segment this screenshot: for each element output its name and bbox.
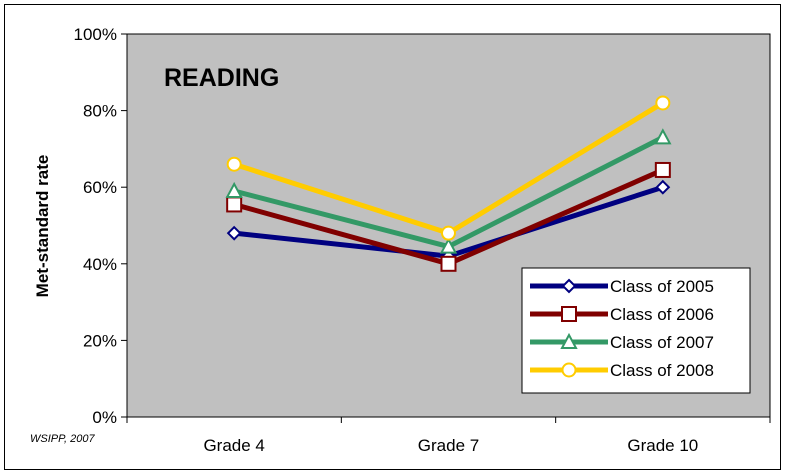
chart-title: READING [164,64,279,92]
legend-label: Class of 2007 [610,333,714,352]
y-axis-label: Met-standard rate [33,155,52,298]
data-point [226,196,243,213]
legend-item: Class of 2006 [530,305,714,324]
y-tick-label: 0% [92,408,117,427]
x-tick-label: Grade 10 [627,436,698,455]
legend-label: Class of 2005 [610,277,714,296]
data-point [226,225,242,241]
credit-note: WSIPP, 2007 [30,433,95,445]
data-point [226,156,242,172]
y-axis: 0% 20% 40% 60% 80% 100% [74,25,127,427]
legend-item: Class of 2005 [530,277,714,296]
data-point [654,128,672,145]
x-tick-label: Grade 4 [203,436,264,455]
data-point [655,95,671,111]
series-3 [225,128,672,254]
legend-label: Class of 2008 [610,361,714,380]
data-point [440,255,457,272]
legend-item: Class of 2007 [530,332,714,352]
legend-marker [560,332,578,349]
legend-marker [561,362,577,378]
data-point [441,225,456,241]
y-tick-label: 20% [83,331,117,350]
legend-marker [561,306,577,322]
series-4 [226,95,671,241]
legend: Class of 2005 Class of 2006 Class of 2007 C… [521,267,751,394]
data-point [654,161,671,178]
x-tick-label: Grade 7 [418,436,479,455]
legend-item: Class of 2008 [530,361,714,380]
legend-marker [561,278,577,294]
data-point [225,181,243,199]
data-point [439,237,458,254]
y-tick-label: 60% [83,178,117,197]
y-tick-label: 100% [74,25,117,44]
y-tick-label: 40% [83,255,117,274]
series-layer [225,95,672,272]
x-axis: Grade 4 Grade 7 Grade 10 [126,417,771,455]
data-point [655,179,671,195]
y-tick-label: 80% [83,102,117,121]
legend-label: Class of 2006 [610,305,714,324]
